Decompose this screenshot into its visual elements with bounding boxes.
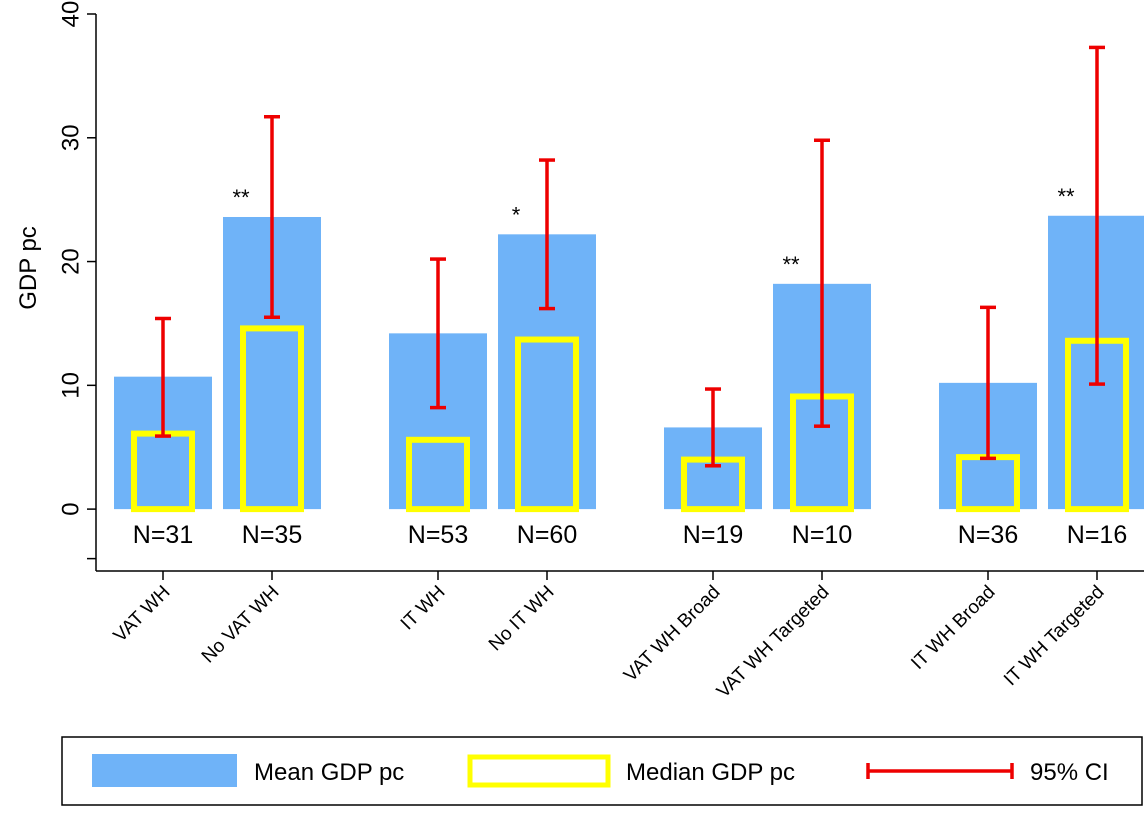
legend: Mean GDP pc Median GDP pc 95% CI: [61, 736, 1143, 806]
y-tick-label-20: 20: [57, 248, 84, 275]
n-label-0: N=31: [133, 521, 193, 549]
y-tick-label-40: 40: [57, 1, 84, 28]
box-median-2: [406, 436, 470, 513]
n-label-5: N=10: [792, 521, 852, 549]
x-category-label-0: VAT WH: [110, 582, 175, 647]
legend-label-median: Median GDP pc: [626, 759, 795, 786]
significance-label-1: **: [232, 185, 250, 210]
n-label-4: N=19: [683, 521, 743, 549]
x-category-label-1: No VAT WH: [198, 582, 284, 668]
y-tick-label-0: 0: [57, 502, 84, 515]
box-median-3: [515, 336, 579, 513]
significance-label-3: *: [512, 202, 521, 227]
box-median-1: [240, 325, 304, 513]
x-category-label-2: IT WH: [397, 582, 450, 635]
legend-label-ci: 95% CI: [1030, 759, 1109, 786]
x-category-label-4: VAT WH Broad: [620, 582, 724, 686]
legend-swatch-median: [467, 754, 611, 788]
plot-area: 0 10 20 30 40 N=31 VAT WH N=35 ** No VAT WH N=53 IT…: [57, 1, 1144, 703]
y-axis-title: GDP pc: [15, 226, 42, 310]
n-label-6: N=36: [958, 521, 1018, 549]
n-label-7: N=16: [1067, 521, 1127, 549]
n-label-1: N=35: [242, 521, 302, 549]
n-label-3: N=60: [517, 521, 577, 549]
n-label-2: N=53: [408, 521, 468, 549]
y-tick-label-30: 30: [57, 124, 84, 151]
legend-swatch-mean: [92, 754, 237, 787]
x-category-label-7: IT WH Targeted: [1000, 582, 1108, 690]
x-category-label-5: VAT WH Targeted: [713, 582, 834, 703]
x-category-label-3: No IT WH: [485, 582, 559, 656]
y-tick-label-10: 10: [57, 372, 84, 399]
significance-label-5: **: [782, 252, 800, 277]
legend-label-mean: Mean GDP pc: [254, 759, 404, 786]
significance-label-7: **: [1057, 184, 1075, 209]
x-category-label-6: IT WH Broad: [907, 582, 999, 674]
